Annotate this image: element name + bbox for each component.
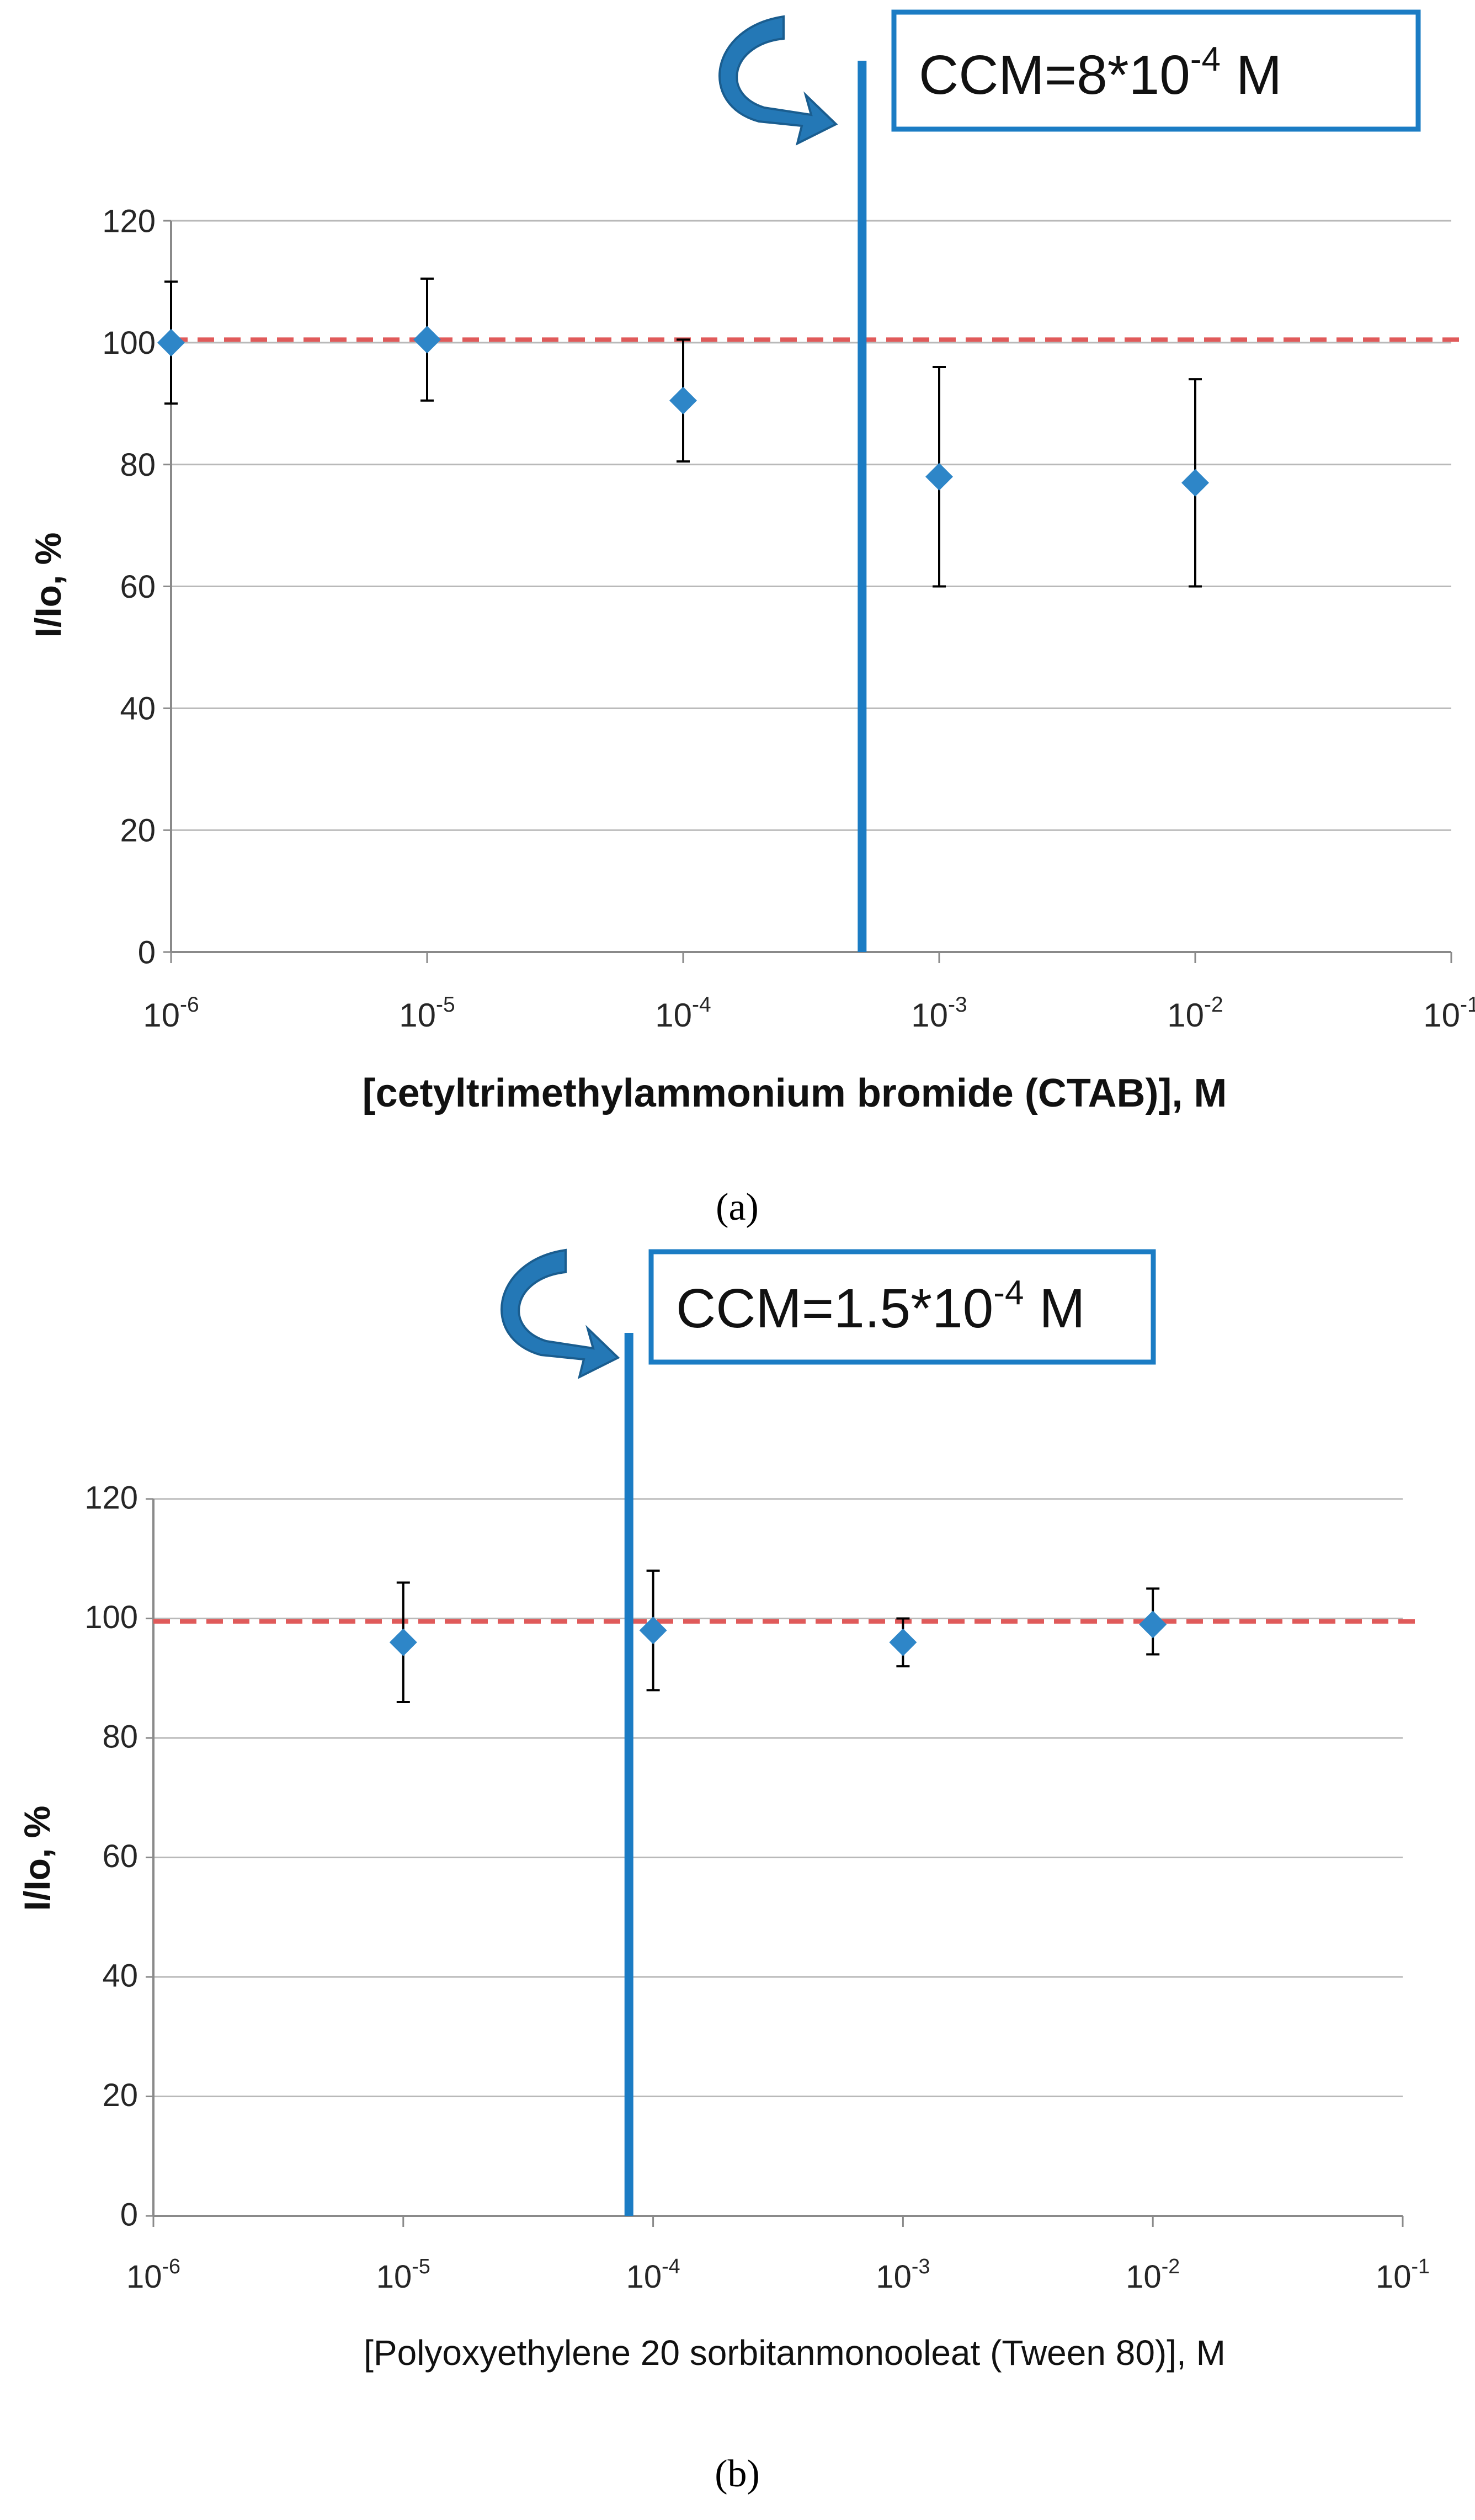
data-point bbox=[669, 386, 697, 414]
y-tick-label: 20 bbox=[102, 2077, 138, 2113]
chart-b: 0 20 40 60 80 100 120 10-6 10-5 10-4 10-3 10-2 10-1 I… bbox=[17, 1248, 1430, 2495]
x-tick-label: 10-5 bbox=[376, 2255, 430, 2295]
data-point bbox=[889, 1628, 917, 1656]
x-tick-label: 10-6 bbox=[143, 993, 199, 1034]
x-tick-label: 10-2 bbox=[1126, 2255, 1180, 2295]
data-point bbox=[389, 1628, 417, 1656]
y-tick-label: 100 bbox=[102, 325, 156, 361]
x-tick-label: 10-1 bbox=[1376, 2255, 1430, 2295]
x-tick-label: 10-4 bbox=[626, 2255, 680, 2295]
y-axis-label: I/Io, % bbox=[28, 533, 68, 638]
x-tick-label: 10-3 bbox=[911, 993, 967, 1034]
y-tick-label: 120 bbox=[84, 1480, 138, 1516]
curved-arrow-icon bbox=[500, 1248, 620, 1379]
data-point bbox=[413, 326, 441, 354]
panel-label: (a) bbox=[716, 1186, 759, 1229]
chart-a: 0 20 40 60 80 100 120 10-6 10-5 10-4 10-3 10-2 10-1 I… bbox=[28, 9, 1475, 1229]
data-point bbox=[639, 1617, 667, 1645]
x-tick-label: 10-1 bbox=[1423, 993, 1475, 1034]
y-tick-label: 20 bbox=[120, 812, 156, 848]
y-tick-label: 60 bbox=[120, 569, 156, 605]
x-axis-label: [cetyltrimethylammonium bromide (CTAB)],… bbox=[363, 1071, 1227, 1115]
y-tick-label: 120 bbox=[102, 203, 156, 239]
data-point bbox=[1139, 1610, 1167, 1639]
x-tick-label: 10-5 bbox=[399, 993, 455, 1034]
y-tick-label: 100 bbox=[84, 1599, 138, 1635]
ccm-annotation-box bbox=[648, 1249, 1156, 1365]
y-tick-label: 0 bbox=[138, 934, 156, 970]
y-tick-label: 80 bbox=[120, 447, 156, 483]
y-axis-label: I/Io, % bbox=[17, 1806, 57, 1911]
y-tick-label: 40 bbox=[120, 691, 156, 727]
x-axis-label: [Polyoxyethylene 20 sorbitanmonooleat (T… bbox=[364, 2333, 1226, 2373]
x-tick-label: 10-2 bbox=[1167, 993, 1223, 1034]
y-tick-label: 40 bbox=[102, 1958, 138, 1994]
y-tick-label: 60 bbox=[102, 1838, 138, 1874]
x-tick-label: 10-6 bbox=[126, 2255, 180, 2295]
data-point bbox=[925, 462, 953, 491]
curved-arrow-icon bbox=[718, 15, 838, 146]
x-tick-label: 10-3 bbox=[876, 2255, 930, 2295]
panel-label: (b) bbox=[715, 2453, 760, 2495]
x-tick-label: 10-4 bbox=[655, 993, 711, 1034]
ccm-annotation-text: CCM=1.5*10-4 M bbox=[676, 1274, 1085, 1339]
ccm-annotation-text: CCM=8*10-4 M bbox=[919, 40, 1282, 106]
y-tick-label: 80 bbox=[102, 1719, 138, 1755]
y-tick-label: 0 bbox=[120, 2197, 138, 2233]
data-point bbox=[1181, 469, 1209, 497]
data-point bbox=[157, 328, 185, 357]
ccm-annotation-box bbox=[891, 9, 1421, 132]
